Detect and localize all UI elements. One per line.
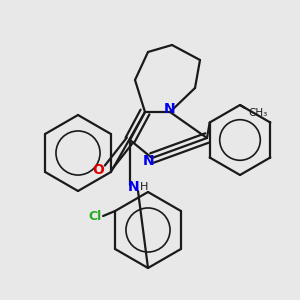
Text: Cl: Cl: [88, 209, 102, 223]
Text: H: H: [140, 182, 148, 192]
Text: N: N: [128, 180, 140, 194]
Text: N: N: [164, 102, 176, 116]
Text: O: O: [92, 163, 104, 177]
Text: N: N: [143, 154, 155, 168]
Text: CH₃: CH₃: [248, 108, 267, 118]
